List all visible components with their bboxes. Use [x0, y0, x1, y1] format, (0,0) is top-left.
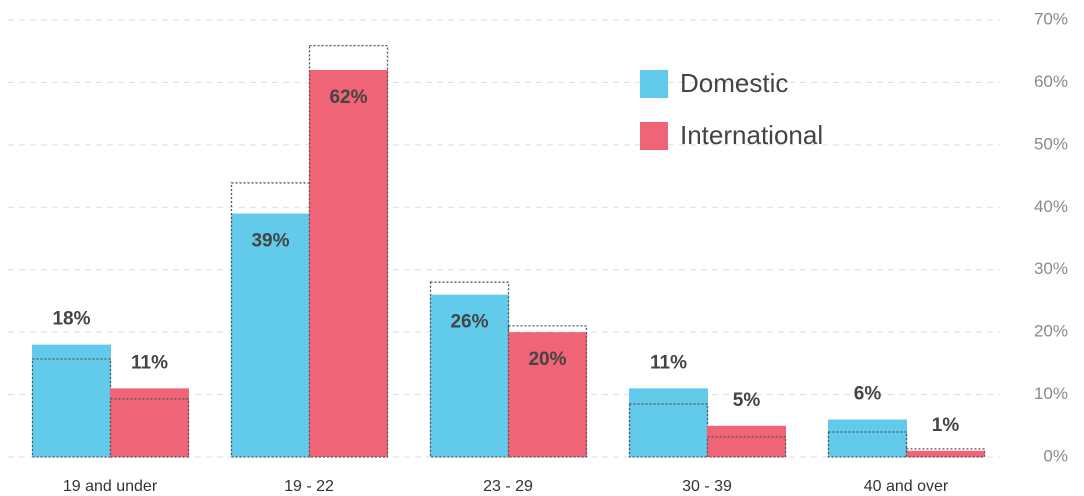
outline-bar: [507, 325, 588, 458]
y-tick-label: 0%: [1043, 446, 1068, 465]
data-label: 39%: [251, 231, 289, 252]
y-tick-label: 20%: [1034, 322, 1068, 341]
outline-bar: [827, 431, 908, 458]
legend-swatch: [640, 122, 668, 150]
y-tick-label: 70%: [1034, 9, 1068, 28]
y-tick-label: 30%: [1034, 259, 1068, 278]
x-tick-label: 30 - 39: [682, 478, 732, 495]
data-label: 62%: [329, 87, 367, 108]
outline-bar: [706, 436, 787, 458]
bar: [629, 388, 708, 457]
x-tick-label: 19 - 22: [284, 478, 334, 495]
data-label: 6%: [854, 384, 882, 405]
bar: [906, 450, 985, 457]
data-label: 20%: [528, 349, 566, 370]
x-tick-label: 19 and under: [63, 478, 158, 495]
bar: [430, 294, 509, 457]
data-label: 1%: [932, 415, 960, 436]
data-label: 11%: [650, 352, 687, 373]
x-tick-label: 23 - 29: [483, 478, 533, 495]
bar: [828, 419, 907, 457]
legend-label: Domestic: [680, 68, 788, 98]
x-tick-label: 40 and over: [864, 478, 949, 495]
data-label: 11%: [131, 352, 168, 373]
bar: [707, 425, 786, 457]
legend-swatch: [640, 70, 668, 98]
data-label: 18%: [52, 309, 90, 330]
y-tick-label: 60%: [1034, 72, 1068, 91]
legend-label: International: [680, 120, 823, 150]
bar: [231, 213, 310, 457]
bar: [309, 69, 388, 457]
y-tick-label: 50%: [1034, 134, 1068, 153]
y-tick-label: 40%: [1034, 197, 1068, 216]
data-label: 5%: [733, 390, 761, 411]
outline-bar: [905, 448, 986, 458]
bar: [32, 344, 111, 457]
bar: [110, 388, 189, 457]
outline-bar: [308, 44, 389, 458]
bar: [508, 332, 587, 457]
data-label: 26%: [450, 312, 488, 333]
y-tick-label: 10%: [1034, 384, 1068, 403]
